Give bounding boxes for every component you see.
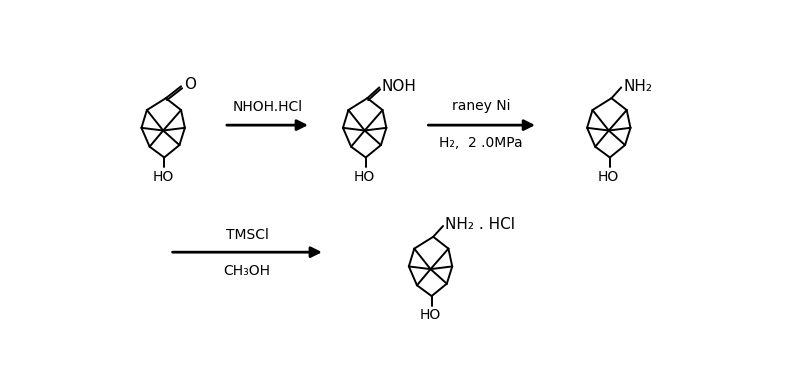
- Text: raney Ni: raney Ni: [452, 99, 510, 113]
- Text: H₂,  2 .0MPa: H₂, 2 .0MPa: [439, 136, 523, 150]
- Text: NOH: NOH: [382, 79, 416, 94]
- Text: HO: HO: [354, 170, 375, 184]
- Text: O: O: [184, 77, 196, 92]
- Text: NHOH.HCl: NHOH.HCl: [232, 100, 302, 114]
- Text: TMSCl: TMSCl: [226, 228, 269, 242]
- Text: HO: HO: [420, 308, 441, 323]
- Text: NH₂: NH₂: [623, 79, 653, 94]
- Text: NH₂ . HCl: NH₂ . HCl: [445, 217, 515, 232]
- Text: HO: HO: [152, 170, 174, 184]
- Text: CH₃OH: CH₃OH: [224, 265, 270, 279]
- Text: HO: HO: [598, 170, 619, 184]
